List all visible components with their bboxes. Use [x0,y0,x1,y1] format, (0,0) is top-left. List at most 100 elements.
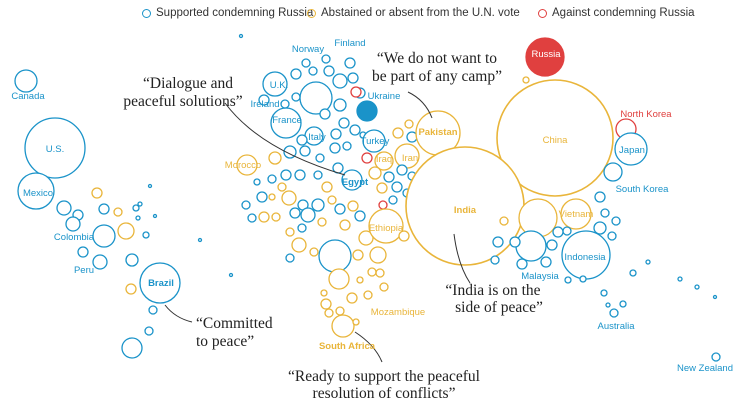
bubble-39 [315,153,325,163]
bubble-68 [258,211,270,223]
label-us: U.S. [46,144,64,155]
bubble-92 [367,267,377,277]
label-china: China [543,135,569,146]
legend-label-against: Against condemning Russia [552,7,695,19]
bubble-21 [323,65,335,77]
bubble-20 [308,66,318,76]
bubble-93 [356,276,364,284]
bubble-138 [197,237,203,243]
bubble-morocco [236,154,258,176]
bubble-105 [603,162,623,182]
label-peru: Peru [74,265,94,276]
quote-pakistan-line1: “We do not want to [377,50,497,67]
bubble-90 [398,230,410,242]
bubble-5 [117,222,135,240]
bubble-85 [291,237,307,253]
bubble-134 [238,33,244,39]
bubble-122 [579,275,587,283]
quote-brazil-line2: to peace” [196,333,254,350]
bubble-101 [375,268,385,278]
bubble-south-africa [331,314,355,338]
quote-india-line2: side of peace” [455,299,543,316]
label-norway: Norway [292,44,324,55]
bubble-46 [404,119,414,129]
bubble-98 [346,292,358,304]
bubble-egypt [341,169,363,191]
quote-pakistan-line2: be part of any camp” [372,68,502,85]
leader-china [224,102,346,176]
bubble-115 [600,208,610,218]
legend-swatch-abstained [307,8,316,18]
bubble-19 [290,68,302,80]
bubble-102 [352,318,360,326]
bubble-uk [262,71,288,97]
bubble-30 [319,108,331,120]
label-iran: Iran [402,153,418,164]
bubble-34 [296,134,308,146]
label-finland: Finland [334,38,365,49]
bubble-83 [297,223,307,233]
bubble-125 [600,289,608,297]
label-south-korea: South Korea [616,184,670,195]
label-new-zealand: New Zealand [677,363,733,374]
label-canada: Canada [11,91,45,102]
bubble-61 [294,169,306,181]
bubble-113 [611,216,621,226]
bubble-112 [593,221,607,235]
bubble-22 [332,73,348,89]
bubble-vietnam [560,198,592,230]
bubble-66 [241,200,251,210]
bubble-89 [358,230,374,246]
bubble-japan [614,132,648,166]
bubble-94 [328,268,350,290]
bubble-31 [338,117,350,129]
country-labels: Canada U.S. Mexico Colombia Peru Brazil … [11,38,733,374]
bubble-127 [619,300,627,308]
label-ireland: Ireland [250,99,279,110]
bubble-72 [289,207,301,219]
bubble-82 [317,217,327,227]
label-ethiopia: Ethiopia [369,223,404,234]
bubble-15 [148,305,158,315]
bubble-136 [152,213,158,219]
label-north-korea: North Korea [620,109,672,120]
bubble-128 [605,302,611,308]
label-colombia: Colombia [54,232,95,243]
bubble-us [24,117,86,179]
annotation-lines [164,91,471,363]
bubble-132 [711,352,721,362]
bubble-23 [344,57,356,69]
bubble-124 [629,269,637,277]
bubble-2 [65,216,81,232]
label-indonesia: Indonesia [564,252,606,263]
label-japan: Japan [619,145,645,156]
quote-south-africa-line1: “Ready to support the peaceful [288,368,480,385]
bubble-ethiopia [368,208,404,244]
bubble-58 [253,178,261,186]
bubble-137 [228,272,234,278]
bubble-63 [321,181,333,193]
bubble-116 [594,191,606,203]
bubble-117 [492,236,504,248]
bubble-109 [540,256,552,268]
quote-china-line1: “Dialogue and [143,75,233,92]
bubble-55 [378,200,388,210]
label-india: India [454,205,477,216]
legend: Supported condemning Russia Abstained or… [0,3,748,23]
quote-brazil-line1: “Committed [196,315,273,332]
bubble-118 [552,226,564,238]
bubble-121 [490,255,500,265]
label-brazil: Brazil [148,278,174,289]
bubble-14 [121,337,143,359]
label-russia: Russia [531,49,561,60]
bubble-ireland [258,94,270,106]
bubble-71 [281,190,297,206]
bubble-38 [299,145,311,157]
bubble-12 [125,283,137,295]
bubble-russia [525,37,565,77]
quote-south-africa-line2: resolution of conflicts” [313,385,456,402]
bubble-111 [509,236,521,248]
bubble-36 [280,99,290,109]
bubble-104 [522,76,530,84]
